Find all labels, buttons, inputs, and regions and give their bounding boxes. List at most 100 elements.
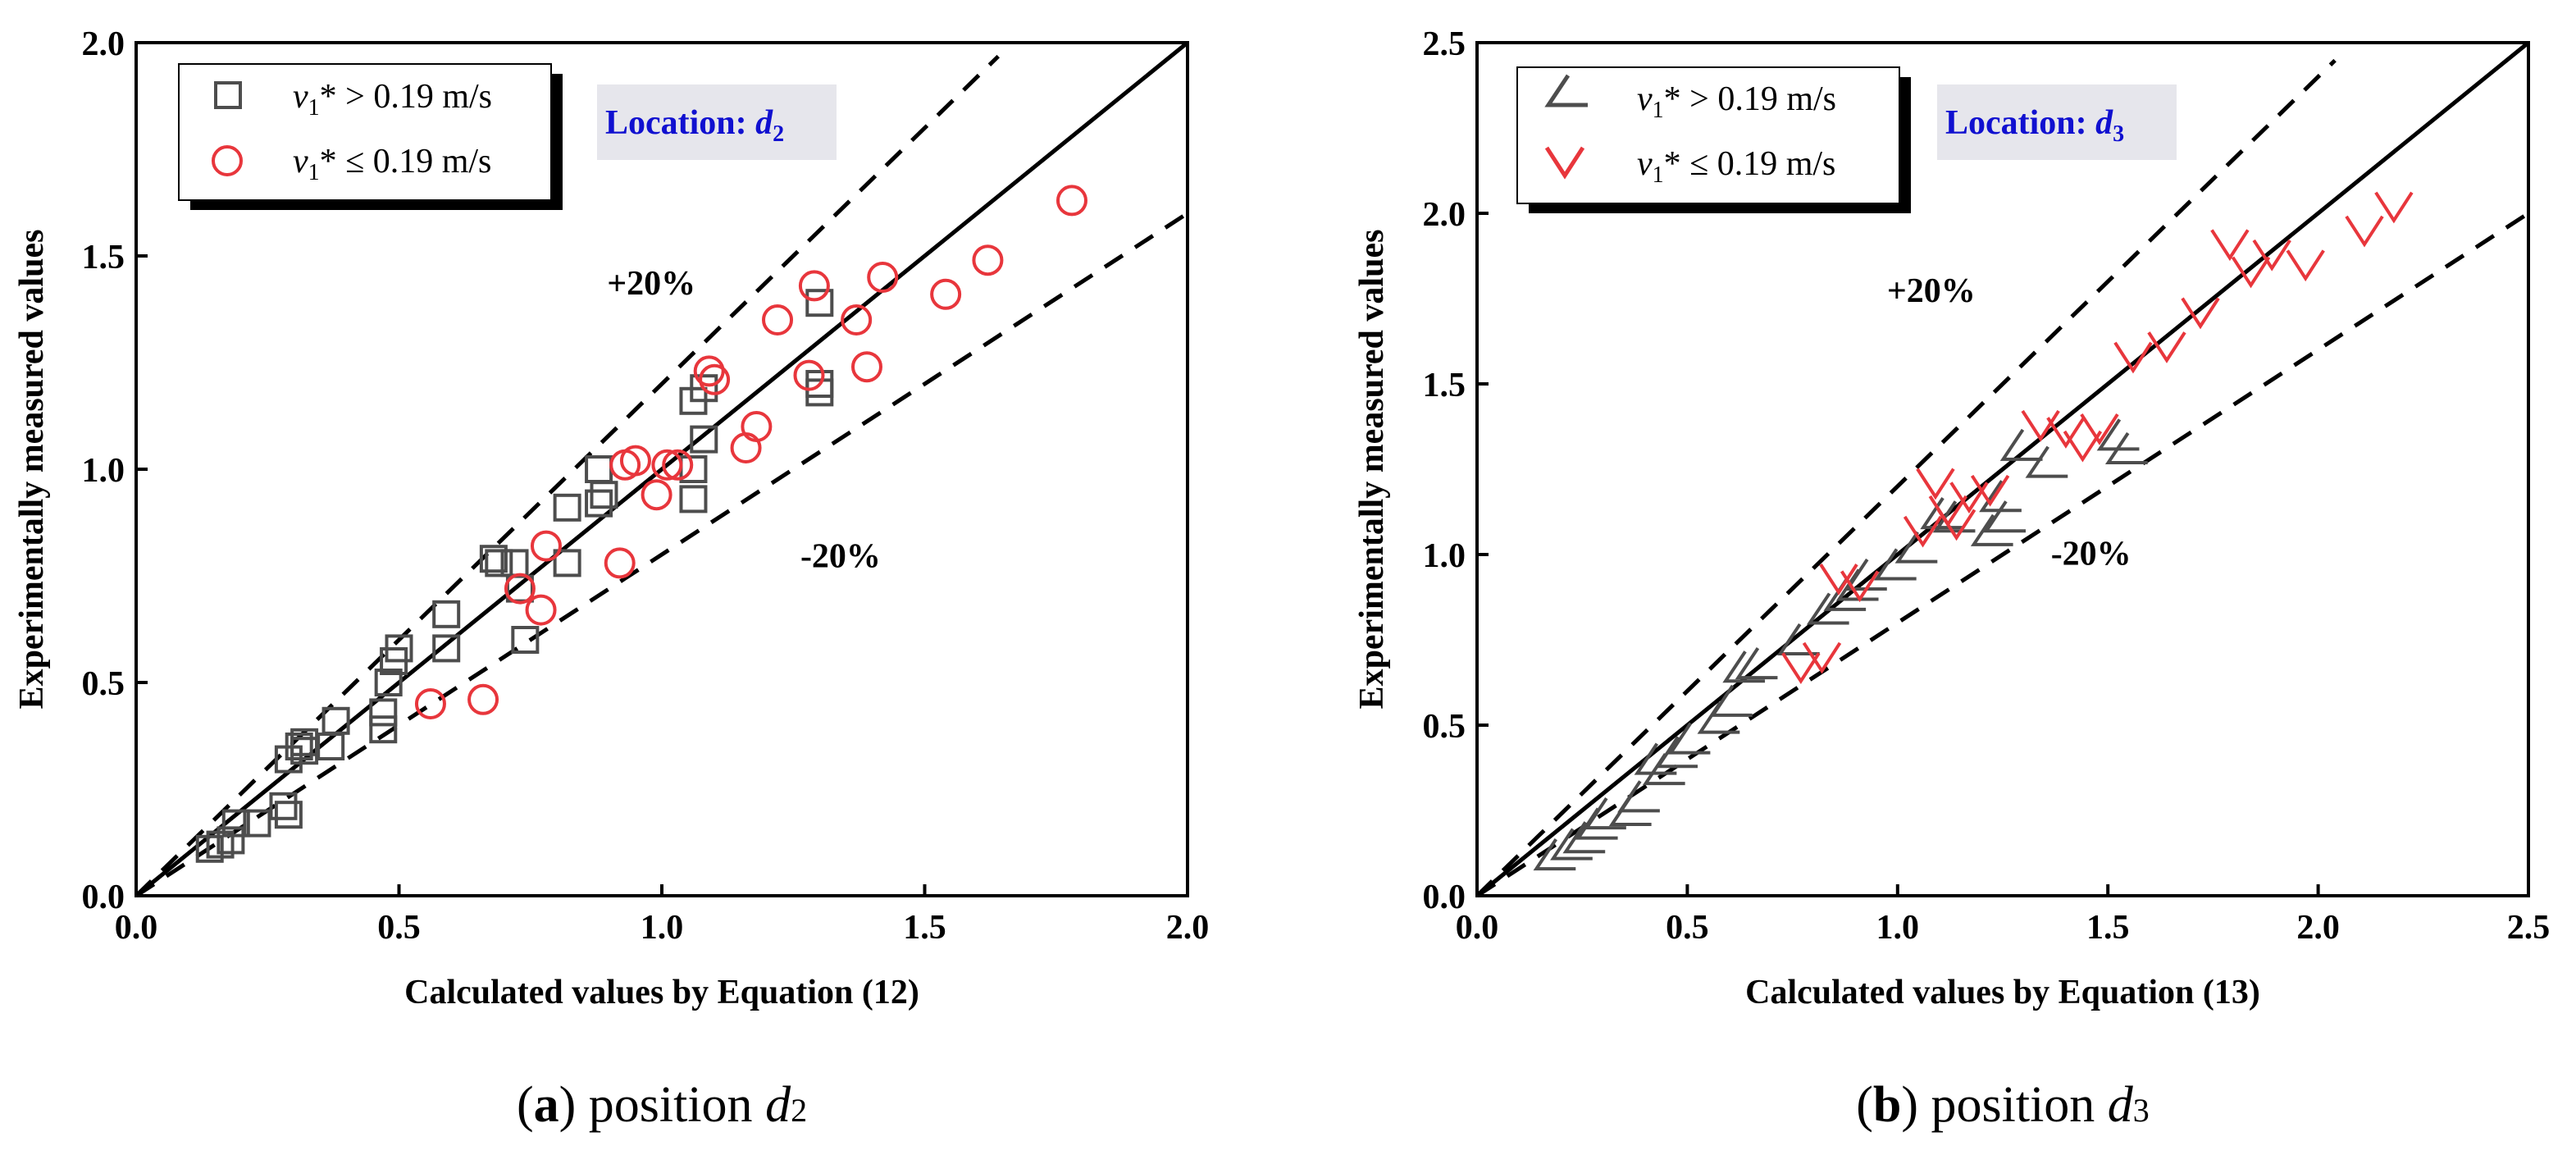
panel-a-x-tick-label: 0.5: [377, 909, 421, 947]
panel-a-point-circle: [693, 355, 725, 387]
panel-b-upper-bound-line: [1475, 58, 2337, 897]
panel-a-y-axis-title: Experimentally measured values: [13, 230, 51, 710]
panel-b-point-angle: [1655, 736, 1698, 769]
panel-a-annotation-minus20: -20%: [800, 538, 881, 576]
panel-a-point-square: [585, 455, 613, 483]
panel-a-plot-frame: [134, 41, 1189, 897]
panel-a-point-circle: [604, 547, 636, 579]
panel-b-point-v: [1916, 468, 1955, 500]
panel-b-point-angle: [1735, 647, 1778, 680]
panel-a-point-square: [805, 289, 834, 317]
panel-b-y-tick-label: 1.0: [1423, 537, 1466, 575]
panel-b-point-angle: [1550, 828, 1593, 860]
panel-a-point-circle: [619, 445, 651, 477]
panel-a-point-circle: [467, 683, 499, 715]
panel-b-point-v: [2046, 417, 2086, 449]
panel-a-annotation-plus20: +20%: [607, 265, 695, 303]
panel-b-point-angle: [1584, 797, 1626, 830]
panel-a-x-axis-title: Calculated values by Equation (12): [404, 974, 919, 1011]
panel-a-point-square: [553, 549, 581, 577]
panel-b-point-angle: [2104, 431, 2148, 465]
panel-a-x-tick-label: 1.5: [903, 909, 946, 947]
panel-b-point-v: [2252, 239, 2291, 272]
panel-b-point-angle: [1634, 742, 1677, 775]
panel-b-point-v: [1781, 652, 1821, 684]
panel-a-point-circle: [793, 359, 825, 391]
panel-a-point-circle: [525, 594, 557, 626]
panel-a-point-circle: [651, 449, 683, 481]
panel-a-point-circle: [972, 244, 1004, 276]
panel-a-point-square: [269, 792, 298, 820]
panel-a-location-background: [597, 84, 837, 160]
panel-b-legend-marker-angle: [1544, 74, 1588, 107]
panel-b-annotation-minus20: -20%: [2051, 535, 2131, 573]
panel-b-x-tick-label: 1.0: [1876, 909, 1920, 947]
panel-b-point-v: [2147, 331, 2186, 363]
panel-b-point-v: [1819, 564, 1858, 596]
panel-b-point-angle: [1873, 548, 1917, 581]
panel-b-y-tick-label: 2.0: [1423, 196, 1466, 234]
panel-b-point-v: [2063, 430, 2103, 463]
panel-a-point-square: [369, 715, 398, 744]
panel-a-point-circle: [762, 304, 794, 336]
panel-b-location-background: [1937, 84, 2177, 160]
panel-b-x-tick-label: 0.0: [1456, 909, 1499, 947]
panel-b-y-axis-title: Experimentally measured values: [1353, 230, 1391, 710]
panel-b-point-angle: [1709, 684, 1753, 717]
panel-b-y-tick-label: 1.5: [1423, 367, 1466, 404]
panel-a-point-square: [805, 370, 834, 398]
panel-a-point-square: [679, 485, 708, 514]
panel-b-point-v: [2113, 341, 2153, 374]
panel-b-legend-box: [1516, 66, 1900, 204]
panel-b-point-angle: [1667, 722, 1711, 755]
panel-b-point-angle: [1970, 514, 2013, 546]
panel-b-point-v: [2374, 191, 2414, 224]
panel-a-legend-label-1: v1* > 0.19 m/s: [293, 78, 492, 121]
panel-a-point-square: [321, 706, 350, 735]
panel-a-point-circle: [504, 573, 536, 605]
panel-b-point-angle: [1983, 500, 2026, 533]
panel-a-point-square: [432, 600, 461, 628]
panel-b-tick-layer: 0.0 0.5 1.0 1.5 2.0 2.5 0.0 0.5 1.0 1.5 2.0 2.5: [1423, 25, 2551, 947]
panel-b-point-angle: [1562, 821, 1606, 854]
panel-a-point-square: [221, 809, 250, 838]
panel-a-point-circle: [798, 270, 830, 302]
panel-a-point-square: [274, 801, 303, 829]
panel-b-x-axis-title: Calculated values by Equation (13): [1745, 974, 2260, 1011]
panel-b-point-v: [1936, 509, 1976, 541]
panel-a-point-square: [690, 425, 718, 454]
panel-b-x-tick-label: 1.5: [2086, 909, 2130, 947]
panel-a-caption: (a) position d2: [517, 1077, 807, 1133]
panel-a-y-tick-label: 1.5: [82, 239, 125, 276]
panel-a-point-circle: [841, 304, 873, 336]
panel-a-point-square: [485, 549, 513, 577]
panel-a-point-circle: [850, 351, 882, 383]
panel-b-point-v: [1840, 570, 1880, 603]
panel-a-point-circle: [699, 363, 731, 395]
panel-a-point-circle: [867, 262, 899, 293]
panel-b-location-label: Location: d3: [1945, 104, 2124, 147]
panel-b-lower-bound-line: [1475, 211, 2530, 898]
panel-b-point-v: [1802, 641, 1842, 674]
panel-b-legend-label-1: v1* > 0.19 m/s: [1637, 80, 1836, 123]
panel-a-y-tick-label: 2.0: [82, 25, 125, 63]
panel-b-point-v: [2021, 409, 2060, 442]
panel-a-point-square: [585, 489, 613, 518]
panel-b-point-v: [2345, 215, 2384, 248]
panel-a-x-tick-label: 1.0: [641, 909, 684, 947]
panel-a-point-square: [243, 809, 271, 838]
panel-a-point-square: [217, 826, 245, 855]
panel-b-point-angle: [2025, 445, 2068, 478]
panel-b-plot-frame: [1475, 41, 2530, 897]
panel-a-point-square: [479, 545, 508, 573]
panel-a-legend-marker-square: [214, 81, 242, 109]
panel-b-point-angle: [1894, 531, 1938, 564]
panel-b-point-angle: [1533, 838, 1576, 871]
panel-b-y-tick-label: 0.0: [1423, 879, 1466, 916]
panel-a-point-square: [432, 634, 461, 663]
panel-a-legend-marker-circle: [212, 145, 243, 176]
panel-b-point-v: [2286, 249, 2325, 282]
panel-b-point-angle: [1722, 650, 1766, 683]
panel-a-lower-bound-line: [134, 211, 1189, 898]
panel-a-point-square: [285, 733, 313, 760]
